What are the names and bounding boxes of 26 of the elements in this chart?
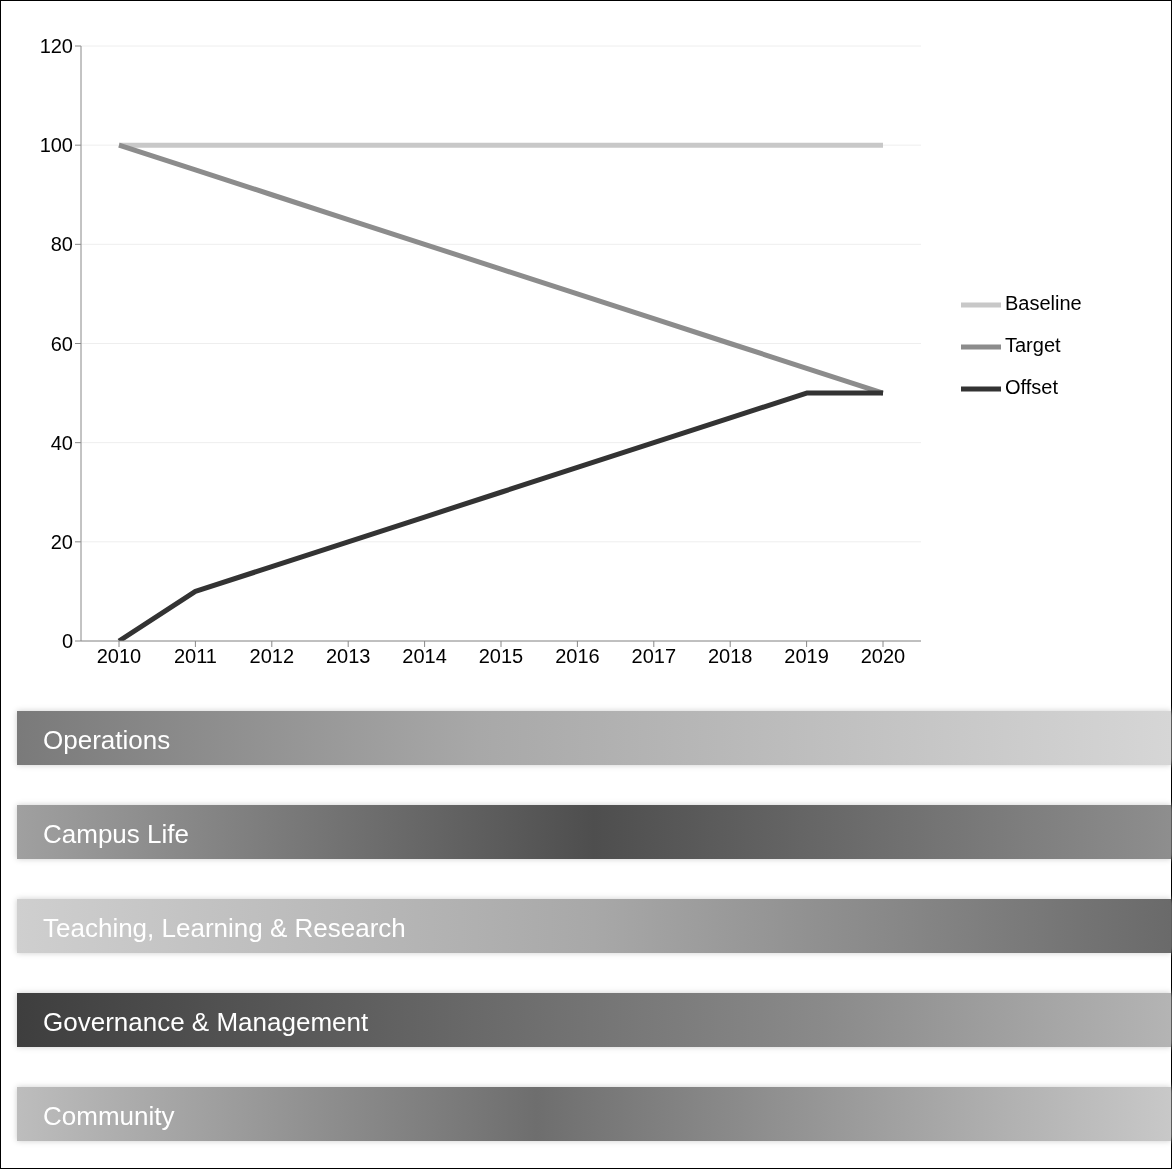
heading-banner: Campus Life <box>17 805 1171 859</box>
x-tick-label: 2015 <box>478 645 524 668</box>
y-tick-label: 80 <box>50 233 73 256</box>
x-tick-label: 2019 <box>784 645 829 668</box>
heading-banner: Governance & Management <box>17 993 1171 1047</box>
legend-label: Target <box>1005 334 1061 357</box>
x-tick-label: 2020 <box>860 645 906 668</box>
legend-label: Baseline <box>1005 292 1082 315</box>
heading-banner: Teaching, Learning & Research <box>17 899 1171 953</box>
y-tick-label: 0 <box>61 630 73 653</box>
y-tick-label: 40 <box>50 431 73 454</box>
heading-banner: Operations <box>17 711 1171 765</box>
x-tick-label: 2018 <box>707 645 753 668</box>
y-tick-label: 20 <box>50 530 73 553</box>
y-tick-label: 100 <box>39 134 73 157</box>
x-tick-label: 2011 <box>173 645 217 668</box>
legend-label: Offset <box>1005 375 1058 398</box>
x-tick-label: 2016 <box>555 645 600 668</box>
x-tick-label: 2012 <box>249 645 295 668</box>
y-tick-label: 120 <box>39 35 73 58</box>
x-tick-label: 2010 <box>96 645 142 668</box>
x-tick-label: 2014 <box>402 645 447 668</box>
y-tick-label: 60 <box>50 332 73 355</box>
x-tick-label: 2013 <box>325 645 371 668</box>
x-tick-label: 2017 <box>631 645 677 668</box>
heading-banner: Community <box>17 1087 1171 1141</box>
